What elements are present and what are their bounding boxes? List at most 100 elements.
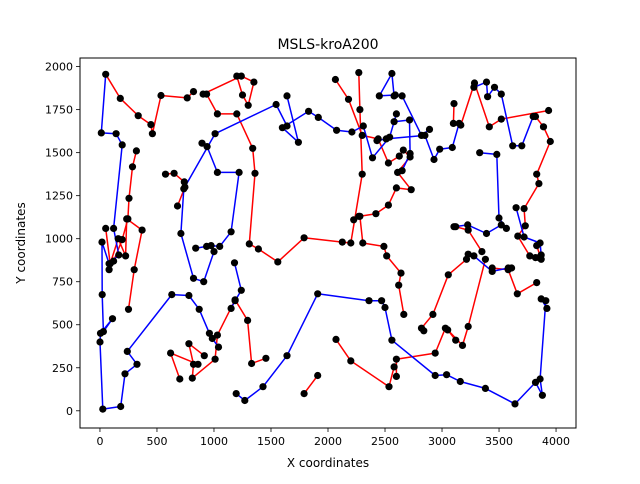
city-point (133, 360, 141, 368)
city-point (520, 233, 528, 241)
y-tick-label: 750 (52, 276, 73, 289)
city-point (365, 297, 373, 305)
city-point (278, 124, 286, 132)
city-point (359, 122, 367, 130)
city-point (203, 90, 211, 98)
city-point (98, 238, 106, 246)
city-point (391, 91, 399, 99)
city-point (347, 357, 355, 365)
city-point (254, 245, 262, 253)
city-point (272, 100, 280, 109)
city-point (134, 112, 142, 120)
city-point (344, 95, 353, 103)
city-point (441, 324, 449, 332)
city-point (436, 145, 444, 153)
city-point (358, 170, 366, 178)
city-point (96, 338, 104, 346)
city-point (452, 336, 460, 344)
city-point (464, 226, 472, 234)
city-point (368, 154, 377, 162)
city-point (195, 305, 203, 313)
city-point (233, 110, 241, 118)
city-point (96, 329, 105, 337)
city-point (476, 149, 484, 157)
city-point (385, 383, 393, 391)
city-point (188, 374, 196, 382)
city-point (359, 239, 367, 247)
tour-points (96, 69, 554, 413)
city-point (533, 170, 541, 178)
city-point (406, 149, 414, 158)
city-point (241, 396, 249, 405)
city-point (513, 290, 521, 298)
city-point (478, 248, 486, 256)
city-point (98, 291, 106, 299)
city-point (213, 110, 221, 118)
city-point (358, 131, 366, 139)
city-point (464, 250, 472, 258)
city-point (148, 130, 156, 138)
city-point (102, 70, 110, 78)
y-tick-label: 250 (52, 362, 73, 375)
city-point (497, 90, 505, 98)
plot-frame (79, 57, 577, 429)
city-point (180, 185, 188, 193)
city-point (395, 152, 403, 160)
city-point (294, 138, 302, 146)
city-point (338, 238, 346, 246)
x-tick-label: 500 (146, 435, 167, 448)
city-point (274, 258, 282, 266)
city-point (397, 269, 405, 277)
city-point (118, 141, 126, 149)
city-point (355, 212, 363, 220)
city-point (511, 400, 519, 408)
city-point (232, 390, 240, 398)
city-point (431, 349, 439, 357)
city-point (383, 252, 391, 260)
x-tick-label: 1000 (200, 435, 228, 448)
city-point (105, 266, 113, 274)
y-axis-ticks: 0 250 500 750 1000 1250 1500 1750 2000 (45, 61, 80, 418)
city-point (102, 224, 110, 232)
city-point (535, 180, 543, 188)
city-point (227, 228, 235, 236)
tour-path-blue-2 (281, 95, 411, 172)
city-point (514, 232, 522, 240)
city-point (384, 159, 392, 167)
city-point (449, 119, 457, 127)
city-point (537, 295, 545, 303)
city-point (456, 377, 464, 386)
tour-path-red-0 (104, 73, 195, 135)
city-point (497, 221, 505, 229)
city-point (495, 214, 503, 222)
city-point (213, 168, 221, 176)
city-point (305, 107, 313, 115)
city-point (123, 215, 131, 223)
city-point (233, 72, 241, 80)
city-point (470, 83, 478, 91)
city-point (214, 343, 223, 351)
city-point (380, 242, 388, 250)
city-point (531, 254, 540, 262)
city-point (509, 142, 517, 150)
city-point (110, 224, 118, 232)
y-tick-label: 500 (52, 319, 73, 332)
city-point (248, 359, 256, 368)
city-point (213, 331, 221, 339)
city-point (533, 279, 541, 287)
city-point (520, 205, 528, 213)
city-point (399, 146, 407, 154)
city-point (372, 210, 380, 218)
city-point (538, 391, 547, 399)
city-point (108, 315, 117, 323)
y-tick-label: 1250 (45, 190, 73, 203)
tour-path-red-15 (303, 374, 319, 395)
city-point (138, 226, 146, 234)
city-point (431, 371, 439, 380)
city-point (508, 264, 516, 272)
city-point (493, 150, 501, 158)
x-tick-label: 1500 (257, 435, 285, 448)
city-point (348, 128, 356, 136)
city-point (392, 184, 400, 192)
city-point (189, 274, 198, 282)
